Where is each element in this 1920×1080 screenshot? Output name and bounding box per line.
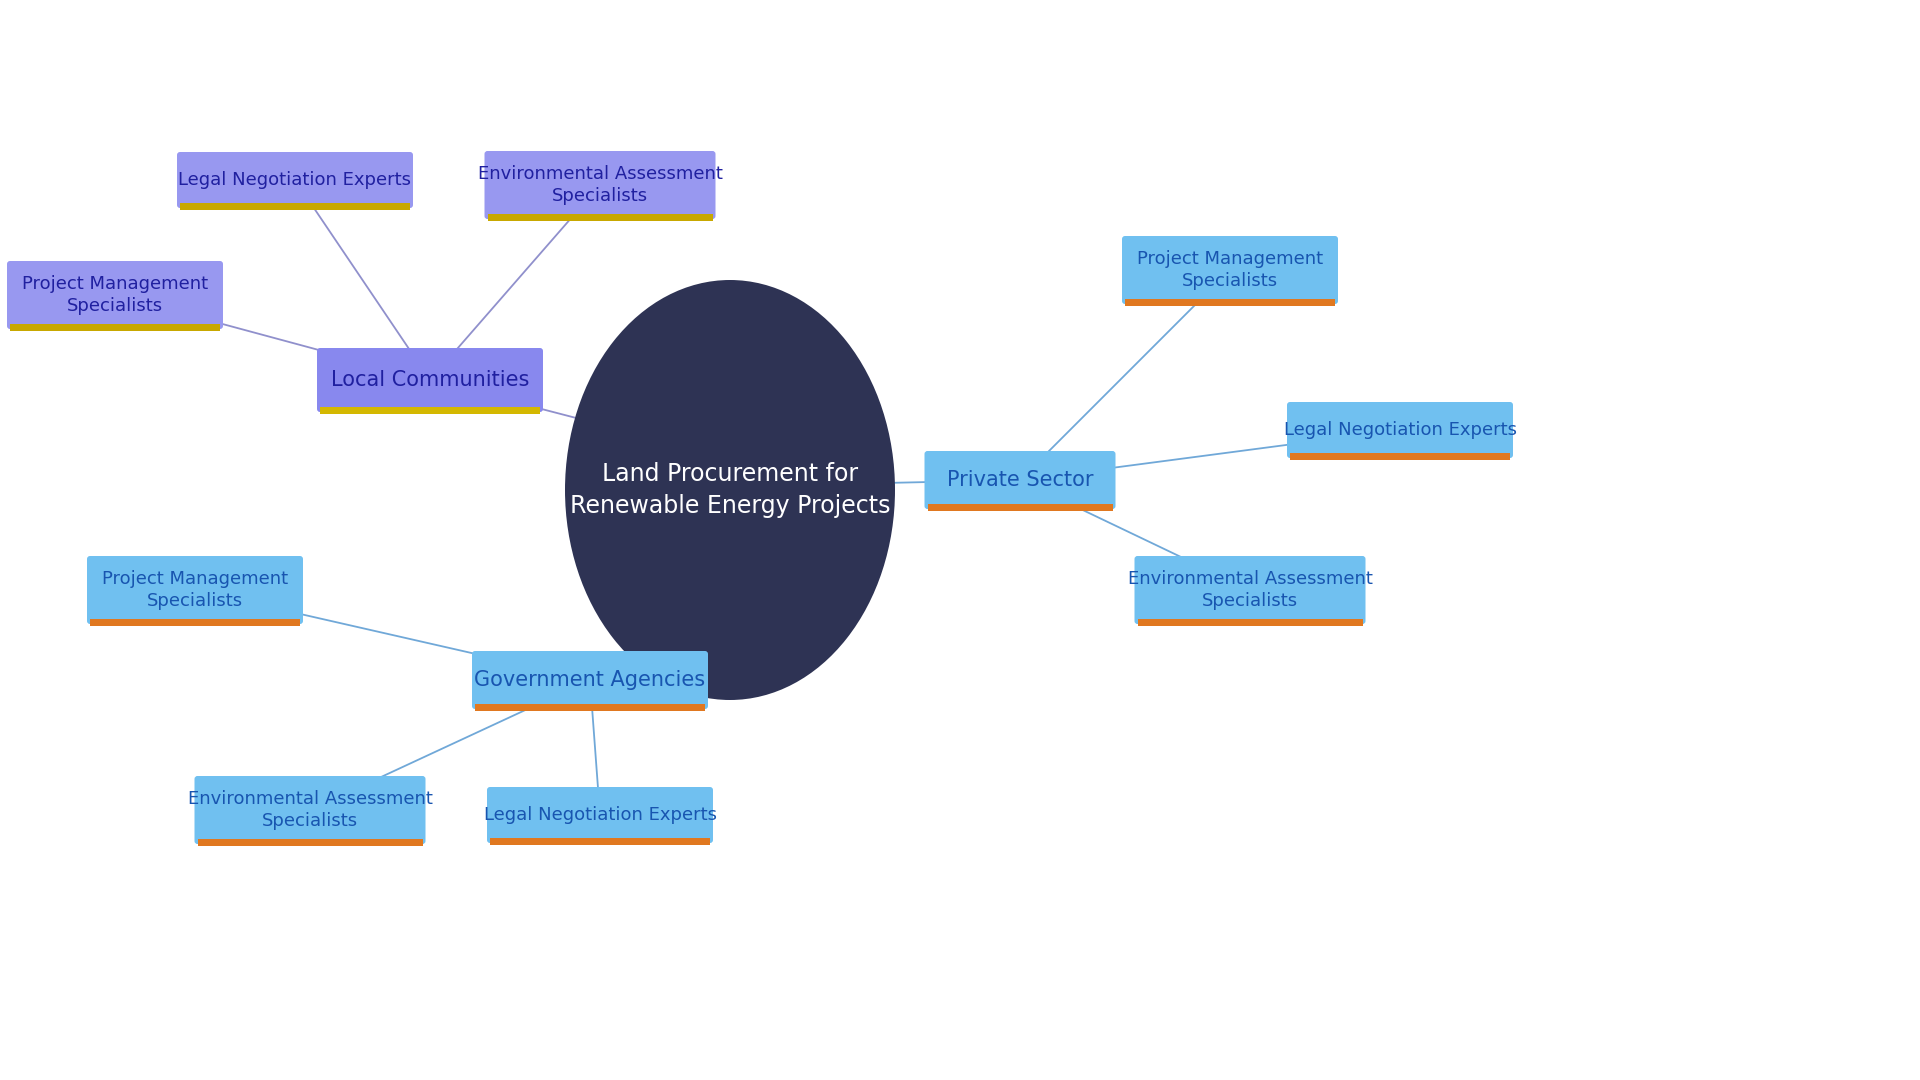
FancyBboxPatch shape xyxy=(1121,237,1338,303)
Bar xyxy=(1290,453,1509,460)
Text: Environmental Assessment
Specialists: Environmental Assessment Specialists xyxy=(478,165,722,205)
Text: Legal Negotiation Experts: Legal Negotiation Experts xyxy=(179,171,411,189)
Text: Legal Negotiation Experts: Legal Negotiation Experts xyxy=(1283,421,1517,438)
FancyBboxPatch shape xyxy=(317,348,543,411)
Bar xyxy=(927,504,1112,511)
FancyBboxPatch shape xyxy=(86,556,303,624)
Bar xyxy=(488,214,712,221)
FancyBboxPatch shape xyxy=(488,787,712,843)
Text: Government Agencies: Government Agencies xyxy=(474,670,705,690)
Text: Private Sector: Private Sector xyxy=(947,470,1092,490)
Bar xyxy=(1125,299,1334,306)
FancyBboxPatch shape xyxy=(925,451,1116,509)
Text: Local Communities: Local Communities xyxy=(330,370,530,390)
Bar xyxy=(198,839,422,846)
Text: Environmental Assessment
Specialists: Environmental Assessment Specialists xyxy=(1127,570,1373,610)
FancyBboxPatch shape xyxy=(8,261,223,329)
Bar xyxy=(321,407,540,414)
Ellipse shape xyxy=(564,280,895,700)
Bar xyxy=(490,838,710,845)
Bar xyxy=(90,619,300,626)
Bar xyxy=(180,203,411,210)
FancyBboxPatch shape xyxy=(1135,556,1365,624)
Text: Environmental Assessment
Specialists: Environmental Assessment Specialists xyxy=(188,789,432,831)
FancyBboxPatch shape xyxy=(177,152,413,208)
Text: Land Procurement for
Renewable Energy Projects: Land Procurement for Renewable Energy Pr… xyxy=(570,462,891,517)
Text: Project Management
Specialists: Project Management Specialists xyxy=(1137,249,1323,291)
Text: Legal Negotiation Experts: Legal Negotiation Experts xyxy=(484,806,716,824)
Text: Project Management
Specialists: Project Management Specialists xyxy=(102,570,288,610)
Bar xyxy=(1137,619,1363,626)
FancyBboxPatch shape xyxy=(484,151,716,219)
Bar xyxy=(10,324,221,330)
FancyBboxPatch shape xyxy=(1286,402,1513,458)
FancyBboxPatch shape xyxy=(472,651,708,708)
Bar xyxy=(474,704,705,711)
Text: Project Management
Specialists: Project Management Specialists xyxy=(21,275,207,315)
FancyBboxPatch shape xyxy=(194,777,426,843)
